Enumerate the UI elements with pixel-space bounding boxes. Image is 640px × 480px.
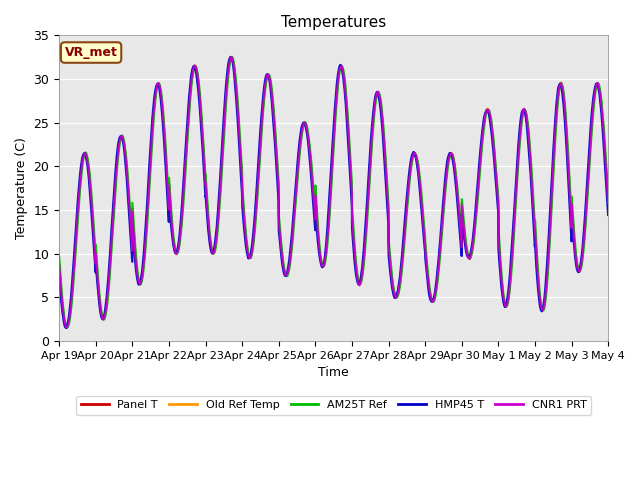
Y-axis label: Temperature (C): Temperature (C)	[15, 137, 28, 239]
Title: Temperatures: Temperatures	[281, 15, 387, 30]
Legend: Panel T, Old Ref Temp, AM25T Ref, HMP45 T, CNR1 PRT: Panel T, Old Ref Temp, AM25T Ref, HMP45 …	[76, 396, 591, 415]
Text: VR_met: VR_met	[65, 46, 118, 59]
X-axis label: Time: Time	[318, 366, 349, 379]
